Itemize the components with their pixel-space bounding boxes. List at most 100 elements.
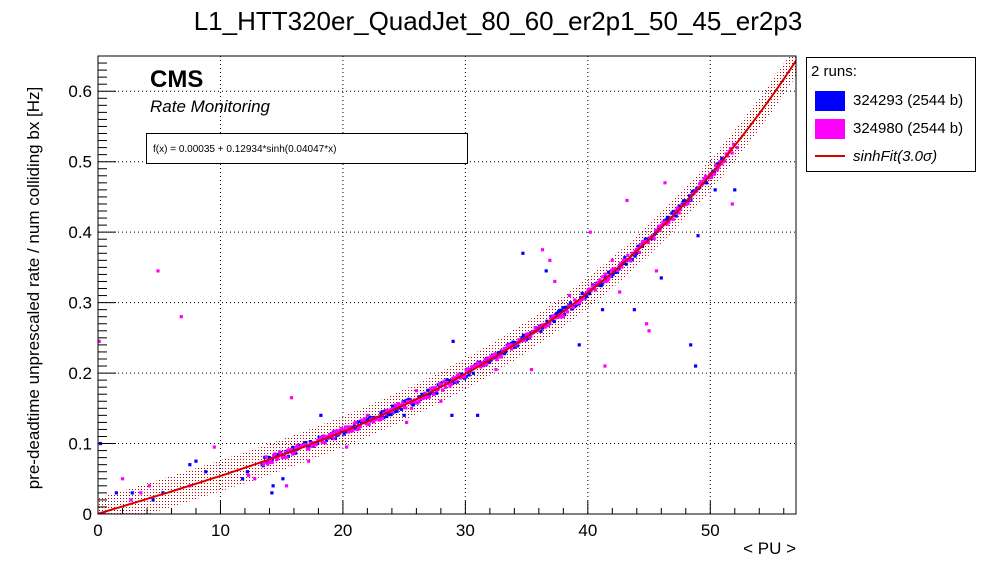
data-point (496, 351, 501, 355)
data-point (686, 202, 690, 206)
data-point (663, 181, 667, 185)
data-point (448, 379, 452, 383)
data-point (417, 399, 421, 404)
data-point (720, 156, 724, 160)
data-point (702, 177, 706, 181)
data-point (156, 269, 160, 273)
data-point (717, 165, 721, 169)
y-tick-label: 0.2 (68, 364, 92, 383)
data-point (452, 376, 456, 380)
data-point (294, 446, 298, 450)
data-point (596, 280, 600, 284)
data-point (521, 251, 525, 255)
data-point (726, 154, 730, 158)
data-point (480, 360, 484, 365)
data-point (442, 379, 446, 383)
data-point (445, 378, 449, 382)
data-point (426, 388, 430, 392)
data-point (713, 188, 717, 192)
data-point (281, 477, 285, 481)
data-point (489, 354, 493, 359)
data-point (601, 281, 605, 285)
data-point (676, 206, 680, 210)
data-point (402, 413, 406, 417)
data-point (348, 425, 352, 429)
grid (98, 56, 796, 514)
data-point (588, 230, 592, 234)
data-point (443, 385, 448, 389)
data-point (729, 146, 733, 151)
data-point (618, 290, 622, 294)
data-point (147, 484, 152, 488)
data-point (637, 250, 642, 254)
data-point (555, 311, 559, 315)
data-point (712, 172, 717, 176)
data-point (723, 159, 727, 163)
data-point (279, 451, 283, 456)
data-point (699, 180, 703, 184)
data-point (240, 477, 245, 481)
data-point (324, 434, 329, 439)
data-point (285, 455, 289, 459)
data-point (404, 420, 409, 424)
data-point (652, 237, 656, 241)
data-point (120, 477, 125, 481)
data-point (601, 275, 605, 279)
data-point (561, 306, 565, 310)
data-point (521, 333, 526, 337)
x-tick-label: 40 (578, 521, 597, 540)
data-point (433, 385, 437, 390)
data-point (266, 462, 270, 466)
data-point (439, 399, 443, 403)
data-point (449, 382, 454, 386)
data-point (261, 463, 265, 467)
data-point (593, 288, 598, 292)
x-tick-label: 30 (456, 521, 475, 540)
data-point (715, 168, 719, 172)
data-point (389, 412, 393, 417)
data-point (307, 444, 311, 448)
data-point (625, 198, 629, 203)
data-point (151, 498, 155, 502)
data-point (292, 450, 296, 454)
rate-monitoring-label: Rate Monitoring (150, 97, 271, 116)
y-tick-label: 0 (83, 505, 92, 524)
data-point (565, 310, 570, 314)
x-axis-label: < PU > (743, 539, 796, 558)
data-point (661, 220, 665, 224)
data-point (609, 268, 614, 272)
data-point (380, 416, 384, 420)
data-point (395, 409, 399, 413)
data-point (549, 315, 553, 319)
data-point (608, 274, 612, 278)
data-point (367, 423, 371, 427)
data-point (307, 459, 311, 463)
data-point (367, 415, 371, 419)
data-point (633, 254, 637, 258)
data-point (493, 356, 498, 360)
data-point (458, 376, 462, 380)
data-point (345, 425, 349, 429)
data-point (548, 320, 552, 325)
legend-line-fit (815, 155, 845, 157)
data-point (291, 452, 295, 456)
data-point (683, 199, 687, 203)
data-point (342, 427, 346, 431)
fit-uncertainty-band (98, 56, 796, 514)
x-tick-label: 0 (93, 521, 102, 540)
data-point (544, 269, 548, 273)
data-point (212, 445, 216, 449)
data-point (620, 265, 624, 269)
fit-line (98, 60, 796, 514)
data-point (639, 243, 643, 248)
data-point (730, 151, 734, 155)
data-point (435, 391, 439, 395)
data-point (304, 441, 308, 445)
data-point (577, 301, 581, 305)
x-tick-label: 10 (211, 521, 230, 540)
data-point (730, 202, 734, 206)
data-point (502, 352, 506, 356)
data-point (363, 417, 367, 421)
data-point (477, 362, 481, 366)
data-point (585, 294, 589, 298)
